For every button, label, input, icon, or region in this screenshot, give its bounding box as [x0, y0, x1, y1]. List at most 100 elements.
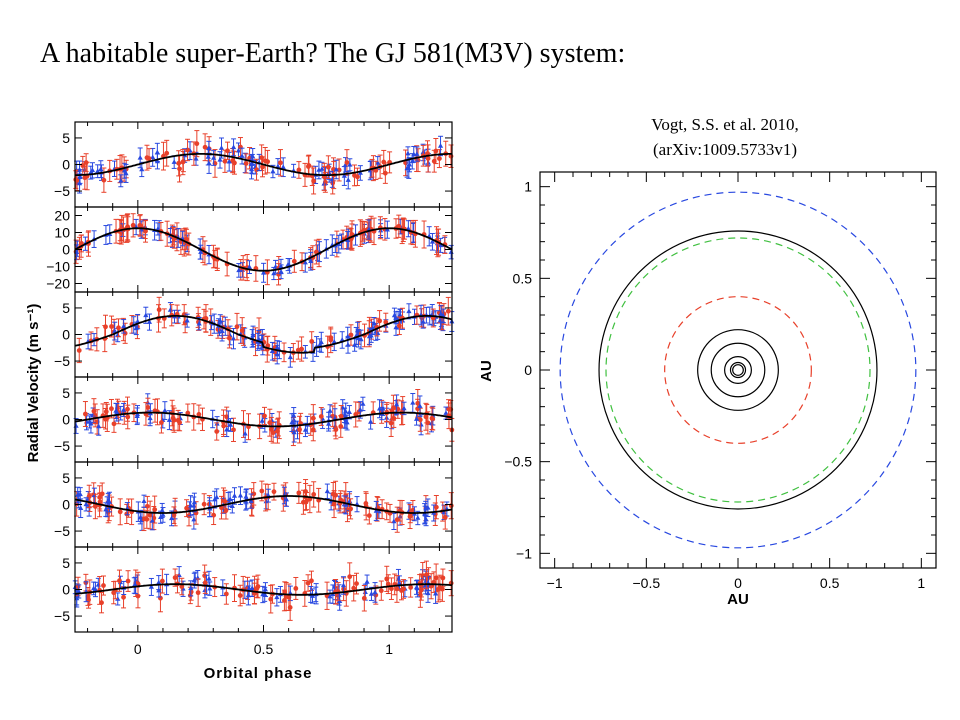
rv-point-red	[111, 421, 117, 427]
rv-point-blue	[423, 516, 429, 522]
orbit-xtick-label: 1	[917, 575, 925, 591]
rv-point-red	[251, 491, 257, 497]
rv-point-blue	[393, 314, 399, 320]
rv-point-red	[300, 499, 306, 505]
rv-point-blue	[229, 503, 235, 509]
rv-point-blue	[425, 590, 431, 596]
rv-point-blue	[148, 584, 154, 589]
rv-point-blue	[115, 332, 121, 337]
rv-model-curve	[74, 315, 453, 354]
rv-point-red	[101, 177, 107, 183]
rv-point-red	[325, 164, 331, 170]
rv-point-blue	[156, 587, 162, 593]
rv-point-blue	[191, 516, 197, 522]
rv-point-red	[254, 167, 259, 173]
rv-point-blue	[340, 582, 347, 588]
orbit-xtick-label: 0	[734, 575, 742, 591]
rv-point-blue	[236, 267, 242, 273]
rv-point-blue	[302, 259, 308, 265]
rv-point-red	[201, 501, 207, 507]
orbit-dashed-circle	[605, 237, 871, 503]
rv-point-blue	[345, 333, 351, 339]
rv-point-red	[296, 167, 302, 173]
rv-point-red	[156, 307, 162, 313]
rv-point-red	[424, 572, 429, 578]
rv-point-red	[225, 148, 230, 154]
orbit-ytick-label: 0	[524, 362, 532, 378]
orbit-circle	[724, 356, 752, 384]
rv-point-blue	[137, 155, 143, 160]
rv-point-blue	[162, 407, 168, 413]
rv-point-red	[99, 600, 104, 606]
rv-panel: 5 0 −5	[54, 376, 455, 463]
rv-point-red	[425, 151, 430, 156]
rv-point-blue	[154, 149, 160, 155]
rv-point-red	[196, 412, 202, 417]
rv-point-blue	[171, 159, 177, 164]
rv-point-blue	[347, 161, 353, 167]
rv-point-blue	[287, 354, 293, 360]
rv-point-blue	[141, 498, 147, 504]
rv-point-blue	[415, 515, 421, 520]
rv-point-blue	[227, 422, 234, 427]
rv-point-blue	[274, 344, 280, 350]
rv-point-red	[268, 596, 274, 602]
rv-point-blue	[230, 335, 237, 341]
rv-point-blue	[413, 416, 420, 421]
rv-point-red	[425, 156, 431, 161]
rv-point-red	[121, 594, 126, 600]
rv-point-blue	[88, 420, 94, 426]
rv-point-red	[445, 308, 451, 314]
rv-point-red	[344, 160, 350, 165]
rv-point-blue	[230, 144, 237, 150]
rv-point-red	[355, 174, 360, 180]
orbit-dashed-circle	[664, 296, 812, 444]
rv-point-blue	[143, 312, 149, 318]
orbit-xtick-label: −1	[547, 575, 563, 591]
rv-point-red	[385, 581, 391, 587]
rv-point-blue	[401, 405, 407, 411]
rv-point-red	[366, 513, 372, 518]
rv-point-blue	[260, 269, 267, 275]
rv-point-blue	[376, 405, 383, 411]
rv-point-blue	[438, 311, 444, 316]
rv-point-red	[265, 343, 271, 349]
rv-ytick-label: 0	[62, 327, 70, 343]
rv-point-red	[130, 222, 136, 228]
rv-point-blue	[405, 150, 411, 156]
rv-point-red	[440, 586, 445, 592]
rv-point-blue	[160, 512, 166, 517]
rv-ytick-label: 5	[62, 470, 70, 486]
orbit-ytick-label: −1	[516, 545, 532, 561]
rv-point-blue	[214, 494, 220, 500]
rv-point-blue	[159, 507, 165, 513]
rv-point-red	[287, 605, 293, 610]
rv-point-red	[109, 324, 114, 329]
rv-point-blue	[283, 496, 290, 502]
rv-point-red	[179, 584, 185, 589]
rv-point-blue	[191, 577, 197, 583]
rv-point-blue	[280, 164, 286, 170]
rv-point-red	[117, 578, 122, 584]
orbit-dashed-circle	[559, 191, 917, 549]
rv-point-red	[144, 503, 150, 509]
rv-point-red	[202, 144, 208, 150]
rv-point-red	[431, 579, 437, 585]
rv-point-blue	[212, 496, 218, 502]
rv-ytick-label: −5	[54, 183, 70, 199]
rv-point-blue	[368, 419, 374, 424]
rv-point-blue	[317, 342, 323, 347]
rv-point-red	[309, 578, 314, 584]
rv-point-red	[144, 155, 150, 161]
rv-point-red	[109, 406, 114, 412]
rv-point-red	[177, 166, 182, 172]
rv-point-blue	[206, 575, 212, 581]
rv-point-blue	[207, 585, 213, 591]
rv-point-red	[305, 580, 311, 586]
rv-point-blue	[437, 143, 444, 148]
rv-point-red	[222, 498, 228, 504]
rv-point-red	[296, 490, 302, 496]
orbit-circle	[710, 342, 766, 398]
rv-point-red	[331, 501, 337, 507]
rv-point-blue	[345, 342, 351, 347]
